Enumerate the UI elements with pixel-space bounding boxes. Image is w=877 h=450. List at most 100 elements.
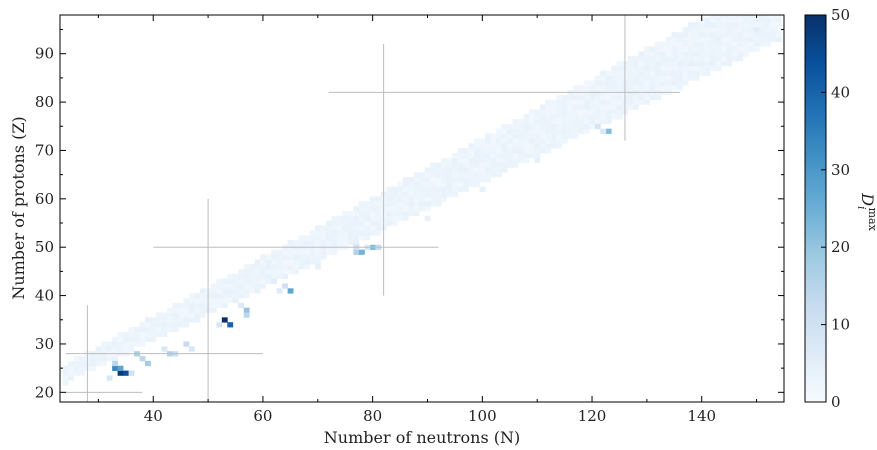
nuclide-cell (572, 85, 579, 91)
nuclide-cell (693, 70, 700, 76)
nuclide-cell (693, 31, 700, 38)
nuclide-cell (408, 186, 415, 192)
nuclide-cell (194, 307, 201, 313)
nuclide-cell (150, 331, 157, 338)
nuclide-cell (479, 143, 486, 149)
y-tick-label: 90 (35, 45, 54, 63)
nuclide-cell (112, 346, 118, 352)
nuclide-cell (347, 235, 354, 241)
nuclide-cell (649, 65, 656, 72)
nuclide-cell (731, 51, 738, 57)
nuclide-cell (539, 128, 546, 134)
nuclide-cell (578, 114, 585, 120)
nuclide-cell (627, 99, 634, 105)
nuclide-cell (331, 220, 338, 226)
nuclide-cell (726, 60, 733, 67)
nuclide-cell (764, 15, 771, 18)
nuclide-cell (468, 177, 475, 183)
nuclide-cell (243, 278, 250, 284)
nuclide-cell (441, 177, 448, 183)
nuclide-cell (474, 152, 480, 159)
nuclide-cell (276, 264, 283, 270)
data-cell (227, 322, 234, 328)
nuclide-cell (616, 85, 623, 91)
nuclide-cell (331, 230, 338, 236)
nuclide-cell (435, 201, 442, 207)
nuclide-cell (556, 123, 563, 130)
nuclide-cell (227, 278, 234, 284)
nuclide-cell (775, 22, 782, 28)
nuclide-cell (698, 36, 705, 43)
nuclide-cell (715, 22, 722, 28)
nuclide-cell (682, 70, 689, 76)
nuclide-cell (249, 283, 256, 289)
nuclide-cell (452, 191, 459, 197)
nuclide-cell (704, 41, 711, 47)
nuclide-cell (369, 210, 376, 217)
nuclide-cell (463, 181, 470, 188)
nuclide-cell (227, 293, 234, 299)
nuclide-cell (649, 56, 656, 62)
nuclide-cell (523, 138, 530, 144)
nuclide-cell (260, 278, 267, 284)
nuclide-cell (210, 307, 217, 313)
nuclide-cell (112, 356, 118, 362)
data-cell (221, 317, 228, 323)
nuclide-cell (605, 109, 612, 115)
nuclide-cell (605, 104, 612, 110)
nuclide-cell (677, 85, 683, 91)
nuclide-cell (424, 206, 431, 212)
nuclide-cell (600, 70, 607, 76)
nuclide-cell (304, 259, 310, 265)
data-cell (112, 365, 118, 371)
nuclide-cell (764, 41, 771, 47)
nuclide-cell (474, 157, 480, 163)
nuclide-cell (726, 17, 733, 23)
nuclide-cell (764, 27, 771, 33)
nuclide-cell (523, 133, 530, 139)
nuclide-cell (419, 206, 426, 212)
nuclide-cell (671, 51, 678, 57)
nuclide-cell (282, 268, 289, 275)
nuclide-cell (496, 152, 502, 159)
nuclide-cell (271, 264, 278, 270)
nuclide-cell (572, 123, 579, 130)
nuclide-cell (759, 36, 766, 43)
nuclide-cell (567, 128, 574, 134)
nuclide-cell (265, 273, 272, 280)
nuclide-cell (627, 94, 634, 101)
nuclide-cell (479, 162, 486, 168)
nuclide-cell (134, 331, 140, 338)
nuclide-cell (611, 70, 618, 76)
colorbar-tick-label: 0 (831, 393, 841, 411)
nuclide-cell (655, 51, 661, 57)
nuclide-cell (556, 133, 563, 139)
nuclide-cell (95, 360, 102, 367)
nuclide-cell (715, 31, 722, 38)
nuclide-cell (561, 114, 568, 120)
nuclide-cell (748, 41, 755, 47)
nuclide-cell (155, 331, 162, 338)
nuclide-cell (479, 167, 486, 173)
nuclide-cell (693, 56, 700, 62)
nuclide-cell (194, 317, 201, 323)
nuclide-cell (583, 94, 590, 101)
magic-number-lines (65, 15, 680, 402)
nuclide-cell (474, 172, 480, 178)
nuclide-cell (304, 239, 310, 246)
nuclide-cell (304, 249, 310, 255)
nuclide-cell (172, 317, 179, 323)
nuclide-cell (177, 312, 184, 318)
nuclide-cell (709, 22, 716, 28)
nuclide-cell (605, 85, 612, 91)
nuclide-cell (666, 41, 672, 47)
nuclide-cell (578, 123, 585, 130)
nuclide-cell (353, 220, 360, 226)
nuclide-cell (419, 186, 426, 192)
nuclide-cell (709, 17, 716, 23)
nuclide-cell (507, 157, 513, 163)
nuclide-cell (594, 94, 601, 101)
data-cell (216, 322, 223, 328)
nuclide-cell (507, 128, 513, 134)
